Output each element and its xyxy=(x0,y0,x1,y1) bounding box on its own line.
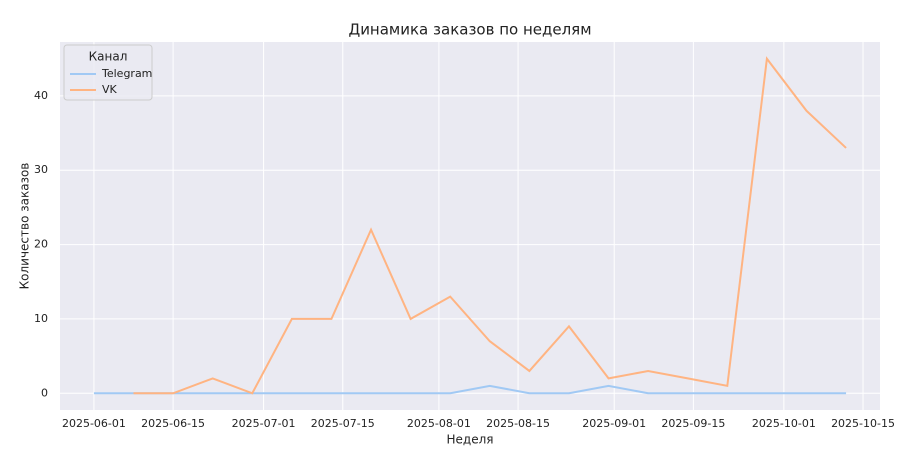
y-tick-label: 10 xyxy=(34,312,48,325)
legend-box xyxy=(63,44,153,101)
x-tick-label: 2025-10-15 xyxy=(831,417,895,430)
legend-label: Telegram xyxy=(101,67,152,80)
grid xyxy=(60,42,880,410)
x-tick-label: 2025-09-15 xyxy=(661,417,725,430)
legend: Канал Telegram VK xyxy=(63,44,153,101)
legend-title: Канал xyxy=(89,50,128,64)
x-tick-label: 2025-09-01 xyxy=(582,417,646,430)
x-tick-label: 2025-08-15 xyxy=(486,417,550,430)
legend-label: VK xyxy=(102,83,118,96)
series-line xyxy=(93,384,847,395)
x-axis-label: Неделя xyxy=(447,433,494,447)
x-tick-label: 2025-07-01 xyxy=(232,417,296,430)
series-line xyxy=(133,56,847,395)
x-tick-label: 2025-08-01 xyxy=(407,417,471,430)
lines xyxy=(93,56,847,395)
plot-area xyxy=(60,42,880,410)
x-tick-label: 2025-06-15 xyxy=(141,417,205,430)
y-tick-label: 0 xyxy=(41,386,48,399)
x-tick-label: 2025-10-01 xyxy=(752,417,816,430)
y-axis-label: Количество заказов xyxy=(18,163,32,290)
y-tick-label: 40 xyxy=(34,89,48,102)
y-tick-label: 30 xyxy=(34,163,48,176)
chart-title: Динамика заказов по неделям xyxy=(348,21,591,39)
x-tick-label: 2025-06-01 xyxy=(62,417,126,430)
y-tick-label: 20 xyxy=(34,238,48,251)
x-tick-label: 2025-07-15 xyxy=(311,417,375,430)
